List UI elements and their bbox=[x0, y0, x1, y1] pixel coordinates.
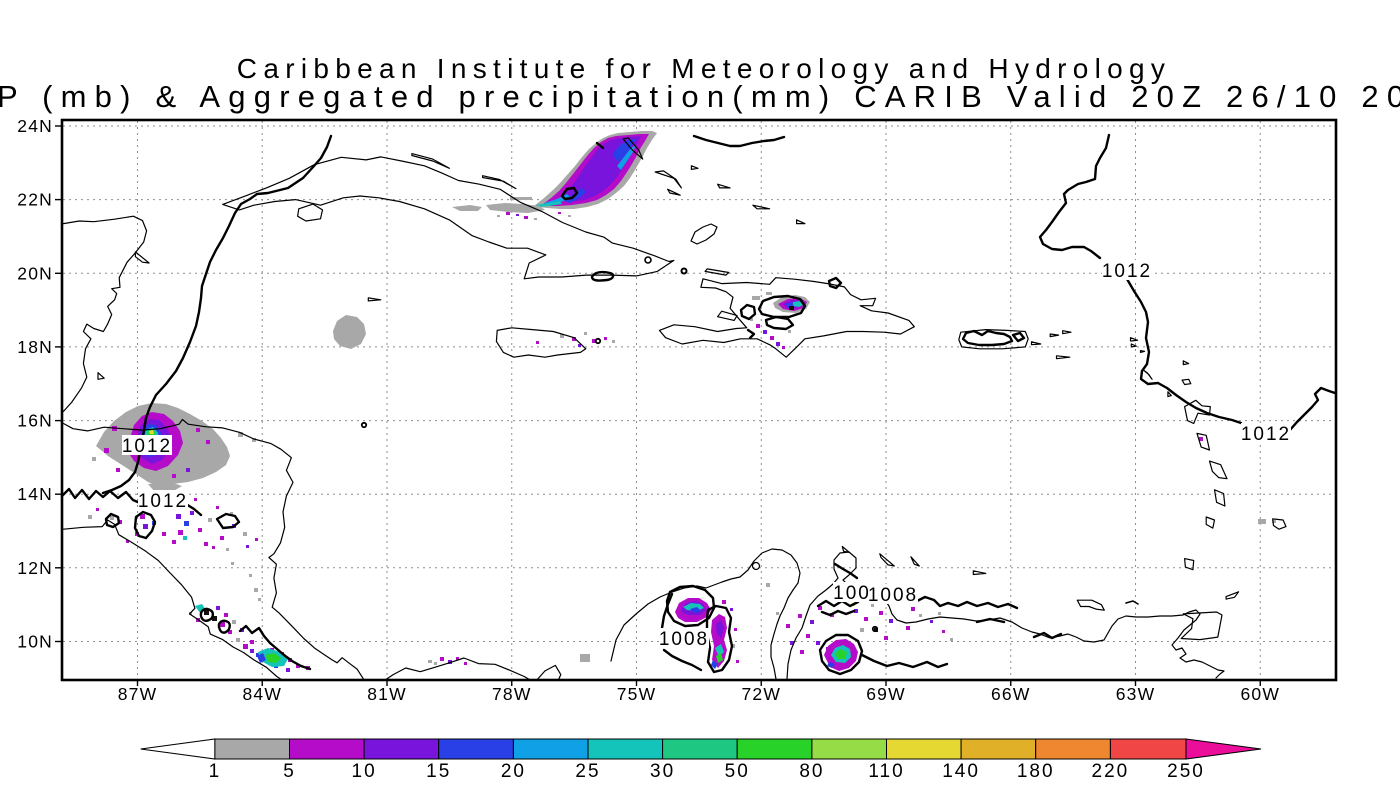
svg-text:25: 25 bbox=[575, 761, 600, 782]
svg-text:5: 5 bbox=[283, 761, 296, 782]
svg-text:87W: 87W bbox=[118, 684, 158, 704]
svg-text:1012: 1012 bbox=[1241, 424, 1291, 445]
svg-text:180: 180 bbox=[1017, 761, 1055, 782]
svg-text:14N: 14N bbox=[17, 484, 53, 504]
svg-text:1012: 1012 bbox=[1102, 261, 1152, 282]
svg-text:Caribbean Institute for Meteor: Caribbean Institute for Meteorology and … bbox=[237, 53, 1171, 84]
svg-text:81W: 81W bbox=[367, 684, 407, 704]
svg-text:10N: 10N bbox=[17, 632, 53, 652]
svg-text:110: 110 bbox=[868, 761, 904, 782]
svg-text:1008: 1008 bbox=[659, 629, 709, 650]
svg-text:20N: 20N bbox=[17, 263, 53, 283]
svg-text:18N: 18N bbox=[17, 337, 53, 357]
svg-text:16N: 16N bbox=[17, 411, 53, 431]
svg-text:12N: 12N bbox=[17, 558, 53, 578]
svg-text:1: 1 bbox=[209, 761, 222, 782]
svg-text:220: 220 bbox=[1092, 761, 1130, 782]
svg-text:250: 250 bbox=[1167, 761, 1205, 782]
svg-text:75W: 75W bbox=[617, 684, 657, 704]
svg-text:20: 20 bbox=[501, 761, 526, 782]
svg-text:1012: 1012 bbox=[122, 436, 172, 457]
svg-text:140: 140 bbox=[942, 761, 980, 782]
svg-text:72W: 72W bbox=[741, 684, 781, 704]
svg-text:10: 10 bbox=[352, 761, 377, 782]
svg-text:P (mb) & Aggregated precipitat: P (mb) & Aggregated precipitation(mm) CA… bbox=[0, 79, 1400, 114]
svg-text:1012: 1012 bbox=[138, 491, 188, 512]
svg-text:100: 100 bbox=[833, 583, 871, 604]
svg-text:22N: 22N bbox=[17, 190, 53, 210]
svg-text:69W: 69W bbox=[866, 684, 906, 704]
svg-text:60W: 60W bbox=[1240, 684, 1280, 704]
svg-text:1008: 1008 bbox=[868, 585, 918, 606]
svg-text:80: 80 bbox=[799, 761, 824, 782]
svg-text:15: 15 bbox=[426, 761, 451, 782]
svg-text:24N: 24N bbox=[17, 116, 53, 136]
svg-text:30: 30 bbox=[650, 761, 675, 782]
svg-text:63W: 63W bbox=[1116, 684, 1156, 704]
svg-text:78W: 78W bbox=[492, 684, 532, 704]
svg-text:84W: 84W bbox=[242, 684, 282, 704]
svg-text:66W: 66W bbox=[991, 684, 1031, 704]
svg-text:50: 50 bbox=[725, 761, 750, 782]
